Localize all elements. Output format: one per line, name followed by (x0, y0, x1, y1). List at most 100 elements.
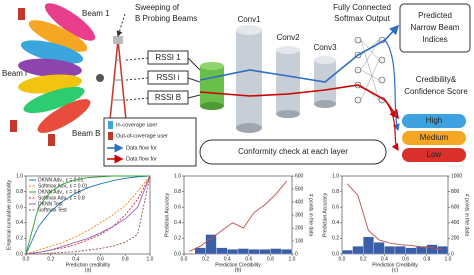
series-line (25, 175, 151, 255)
bar (248, 249, 260, 255)
network (199, 24, 400, 152)
plot-frame (341, 175, 449, 255)
sweeping-text: Sweeping of (135, 3, 180, 12)
y-tick-label: 0.8 (16, 189, 23, 195)
y-tick-label: 0.6 (16, 205, 23, 211)
rssi-label: RSSI i (157, 73, 180, 82)
series-line (25, 175, 150, 255)
level-label: Low (427, 150, 442, 159)
legend-text: Data flow for (126, 145, 157, 151)
y-tick-label: 1.0 (16, 173, 23, 179)
x-tick-label: 0.6 (97, 256, 104, 262)
predicted-text: Indices (422, 35, 447, 44)
y-tick-label: 0.0 (332, 251, 339, 257)
x-tick-label: 0.2 (47, 256, 54, 262)
x-tick-label: 1.0 (289, 256, 296, 262)
y-tick-label: 0.2 (332, 236, 339, 242)
y2-tick-label: 400 (295, 199, 304, 205)
panel-label: (b) (235, 267, 242, 273)
bar (259, 249, 271, 255)
y2-tick-label: 100 (295, 238, 304, 244)
count-line (189, 180, 287, 252)
predicted-text: Predicted (418, 11, 452, 20)
beam-fan (10, 3, 104, 146)
x-tick-label: 0.8 (267, 256, 274, 262)
y-tick-label: 0.2 (174, 236, 181, 242)
predicted-text: Narrow Beam (411, 23, 460, 32)
level-label: High (426, 116, 442, 125)
y-axis-label: Empirical cumulative probability (6, 179, 12, 250)
beam-label: Beam 1 (82, 9, 110, 18)
plot-frame (25, 175, 151, 255)
legend-label: DKNN Adv., ε = 0.8 (38, 189, 81, 195)
fc-label: Softmax Output (334, 14, 390, 23)
bar (363, 236, 374, 255)
level-pill (402, 131, 466, 145)
y-tick-label: 0.8 (332, 189, 339, 195)
y2-tick-label: 800 (451, 189, 460, 195)
rssi-label: RSSI B (155, 93, 181, 102)
y2-tick-label: 400 (451, 220, 460, 226)
legend-label: Softmax Adv., ε = 0.8 (38, 195, 85, 201)
series-line (25, 175, 151, 255)
x-tick-label: 0.0 (181, 256, 188, 262)
y-tick-label: 0.2 (16, 236, 23, 242)
series-line (26, 175, 151, 255)
y-tick-label: 0.0 (174, 251, 181, 257)
conformity-bubble (199, 139, 387, 165)
bar (405, 247, 417, 255)
x-tick-label: 0.6 (245, 256, 252, 262)
legend-text: Out-of-coverage user (116, 133, 168, 139)
bar (426, 244, 438, 255)
y2-tick-label: 200 (451, 236, 460, 242)
y2-tick-label: 600 (295, 173, 304, 179)
x-tick-label: 0.8 (423, 256, 430, 262)
x-axis-label: Prediction Credibility (215, 262, 261, 268)
x-tick-label: 0.2 (202, 256, 209, 262)
x-axis-label: Prediction credibility (66, 262, 111, 268)
y-tick-label: 0.6 (332, 205, 339, 211)
x-tick-label: 0.0 (23, 256, 30, 262)
level-pill (402, 148, 466, 162)
panel-label: (a) (85, 267, 92, 273)
legend-label: DKNN Adv., ε = 0.01 (38, 177, 84, 183)
y2-tick-label: 600 (451, 205, 460, 211)
x-tick-label: 1.0 (445, 256, 452, 262)
legend-text: In-coverage user (116, 122, 157, 128)
y2-tick-label: 0 (451, 251, 454, 257)
y2-tick-label: 200 (295, 225, 304, 231)
bar (270, 248, 282, 255)
layer-label: Conv1 (237, 15, 261, 24)
y-tick-label: 0.0 (16, 251, 23, 257)
x-tick-label: 0.4 (224, 256, 231, 262)
panel-label: (c) (392, 267, 399, 273)
bar (352, 246, 364, 255)
y2-axis-label: # points in the data (308, 194, 314, 236)
credibility-text: Credibility& (416, 75, 457, 84)
layer-label: Conv2 (276, 33, 300, 42)
y-tick-label: 0.4 (332, 220, 339, 226)
y-tick-label: 1.0 (174, 173, 181, 179)
bar (341, 249, 353, 255)
plot-frame (183, 175, 293, 255)
level-pill (402, 114, 466, 128)
y-tick-label: 0.6 (174, 205, 181, 211)
y2-tick-label: 300 (295, 212, 304, 218)
x-tick-label: 0.0 (339, 256, 346, 262)
bar (281, 249, 293, 255)
legend-text: Data flow for (126, 156, 157, 162)
y-tick-label: 0.4 (174, 220, 181, 226)
x-tick-label: 0.4 (381, 256, 388, 262)
x-tick-label: 1.0 (147, 256, 154, 262)
conformity-text: Conformity check at each layer (238, 147, 348, 156)
y2-tick-label: 0 (295, 251, 298, 257)
x-tick-label: 0.4 (72, 256, 79, 262)
bar (237, 248, 249, 255)
beam-label: Beam i (2, 69, 27, 78)
legend-label: Softmax Test (38, 207, 67, 213)
legend-label: Softmax Adv., ε = 0.01 (38, 183, 88, 189)
level-label: Medium (420, 133, 449, 142)
layer-label: Conv3 (313, 43, 337, 52)
series-line (25, 175, 151, 255)
